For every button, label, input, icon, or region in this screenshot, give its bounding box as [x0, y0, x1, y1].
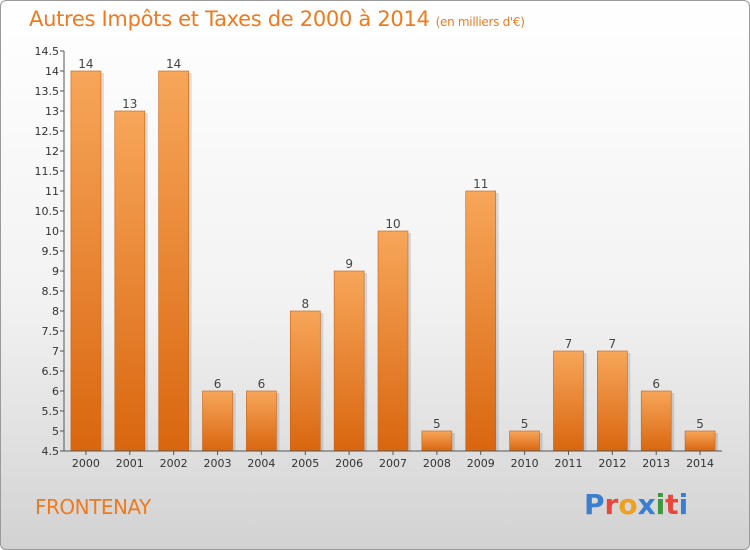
bar-2002	[158, 70, 189, 452]
bar-2013	[640, 390, 672, 452]
y-tick-label: 6.5	[42, 365, 60, 378]
y-tick-label: 9.5	[42, 245, 60, 258]
logo-letter: i	[655, 488, 666, 521]
x-tick-label: 2001	[116, 457, 144, 470]
y-axis: 4.5 5 5.5 6 6.5 7 7.5 8 8.5 9 9.5 10 10.5 11 11.5 12 12.…	[35, 45, 65, 458]
y-tick-label: 14	[45, 65, 59, 78]
logo-letter: r	[604, 488, 619, 521]
bar-2009	[465, 190, 497, 452]
y-tick-label: 10	[45, 225, 59, 238]
data-label-2011: 7	[565, 337, 573, 351]
logo-letter: i	[678, 488, 689, 521]
bar-2014	[684, 430, 716, 452]
chart-title-text: Autres Impôts et Taxes de 2000 à 2014	[29, 7, 430, 31]
y-tick-label: 13	[45, 105, 59, 118]
bar-2012	[597, 350, 628, 452]
logo-letter: P	[584, 488, 605, 521]
bar-2008	[421, 430, 453, 452]
bar-2001	[114, 110, 146, 452]
x-tick-label: 2010	[511, 457, 539, 470]
y-tick-label: 12.5	[35, 125, 60, 138]
y-tick-label: 9	[52, 265, 59, 278]
data-label-2003: 6	[214, 377, 222, 391]
y-tick-label: 11.5	[35, 165, 60, 178]
x-tick-label: 2012	[598, 457, 626, 470]
y-tick-label: 11	[45, 185, 59, 198]
x-tick-label: 2002	[160, 457, 188, 470]
data-label-2006: 9	[345, 257, 353, 271]
y-tick-label: 5.5	[42, 405, 60, 418]
x-tick-label: 2011	[554, 457, 582, 470]
y-tick-label: 8.5	[42, 285, 60, 298]
x-axis: 2000 2001 2002 2003 2004 2005 2006 2007 2008 2009…	[64, 450, 722, 470]
data-label-2004: 6	[258, 377, 266, 391]
bar-2003	[202, 390, 233, 452]
x-tick-label: 2014	[686, 457, 714, 470]
data-label-2001: 13	[122, 97, 137, 111]
y-tick-label: 4.5	[42, 445, 60, 458]
logo-letter: o	[618, 488, 638, 521]
x-tick-label: 2000	[72, 457, 100, 470]
logo-letter: x	[637, 488, 656, 521]
x-tick-label: 2003	[204, 457, 232, 470]
data-label-2005: 8	[301, 297, 309, 311]
x-tick-label: 2013	[642, 457, 670, 470]
y-tick-label: 14.5	[35, 45, 60, 58]
data-labels: 14 13 14 6 6 8 9 10 5 11 5 7 7 6 5	[78, 57, 704, 431]
data-label-2010: 5	[521, 417, 529, 431]
bar-2010	[509, 430, 540, 452]
chart-unit-label: (en milliers d'€)	[435, 15, 525, 29]
y-tick-label: 7	[52, 345, 59, 358]
x-tick-label: 2004	[247, 457, 275, 470]
data-label-2002: 14	[166, 57, 181, 71]
proxiti-logo: Proxiti	[584, 488, 688, 521]
y-tick-label: 7.5	[42, 325, 60, 338]
y-tick-label: 12	[45, 145, 59, 158]
bar-2006	[333, 270, 365, 452]
bar-2011	[553, 350, 584, 452]
x-tick-label: 2006	[335, 457, 363, 470]
y-tick-label: 5	[52, 425, 59, 438]
data-label-2013: 6	[652, 377, 660, 391]
data-label-2007: 10	[385, 217, 400, 231]
data-label-2008: 5	[433, 417, 441, 431]
data-label-2000: 14	[78, 57, 93, 71]
data-label-2014: 5	[696, 417, 704, 431]
chart-title: Autres Impôts et Taxes de 2000 à 2014 (en…	[29, 7, 525, 31]
x-tick-label: 2005	[291, 457, 319, 470]
data-label-2009: 11	[473, 177, 488, 191]
commune-name: FRONTENAY	[35, 495, 151, 519]
bars	[70, 70, 719, 452]
x-tick-label: 2008	[423, 457, 451, 470]
data-label-2012: 7	[609, 337, 617, 351]
y-tick-label: 6	[52, 385, 59, 398]
bar-2005	[289, 310, 321, 452]
y-tick-label: 10.5	[35, 205, 60, 218]
bar-2004	[246, 390, 277, 452]
bar-2007	[377, 230, 409, 452]
bar-2000	[70, 70, 102, 452]
x-tick-label: 2007	[379, 457, 407, 470]
y-tick-label: 8	[52, 305, 59, 318]
x-tick-label: 2009	[467, 457, 495, 470]
y-tick-label: 13.5	[35, 85, 60, 98]
logo-letter: t	[665, 488, 679, 521]
